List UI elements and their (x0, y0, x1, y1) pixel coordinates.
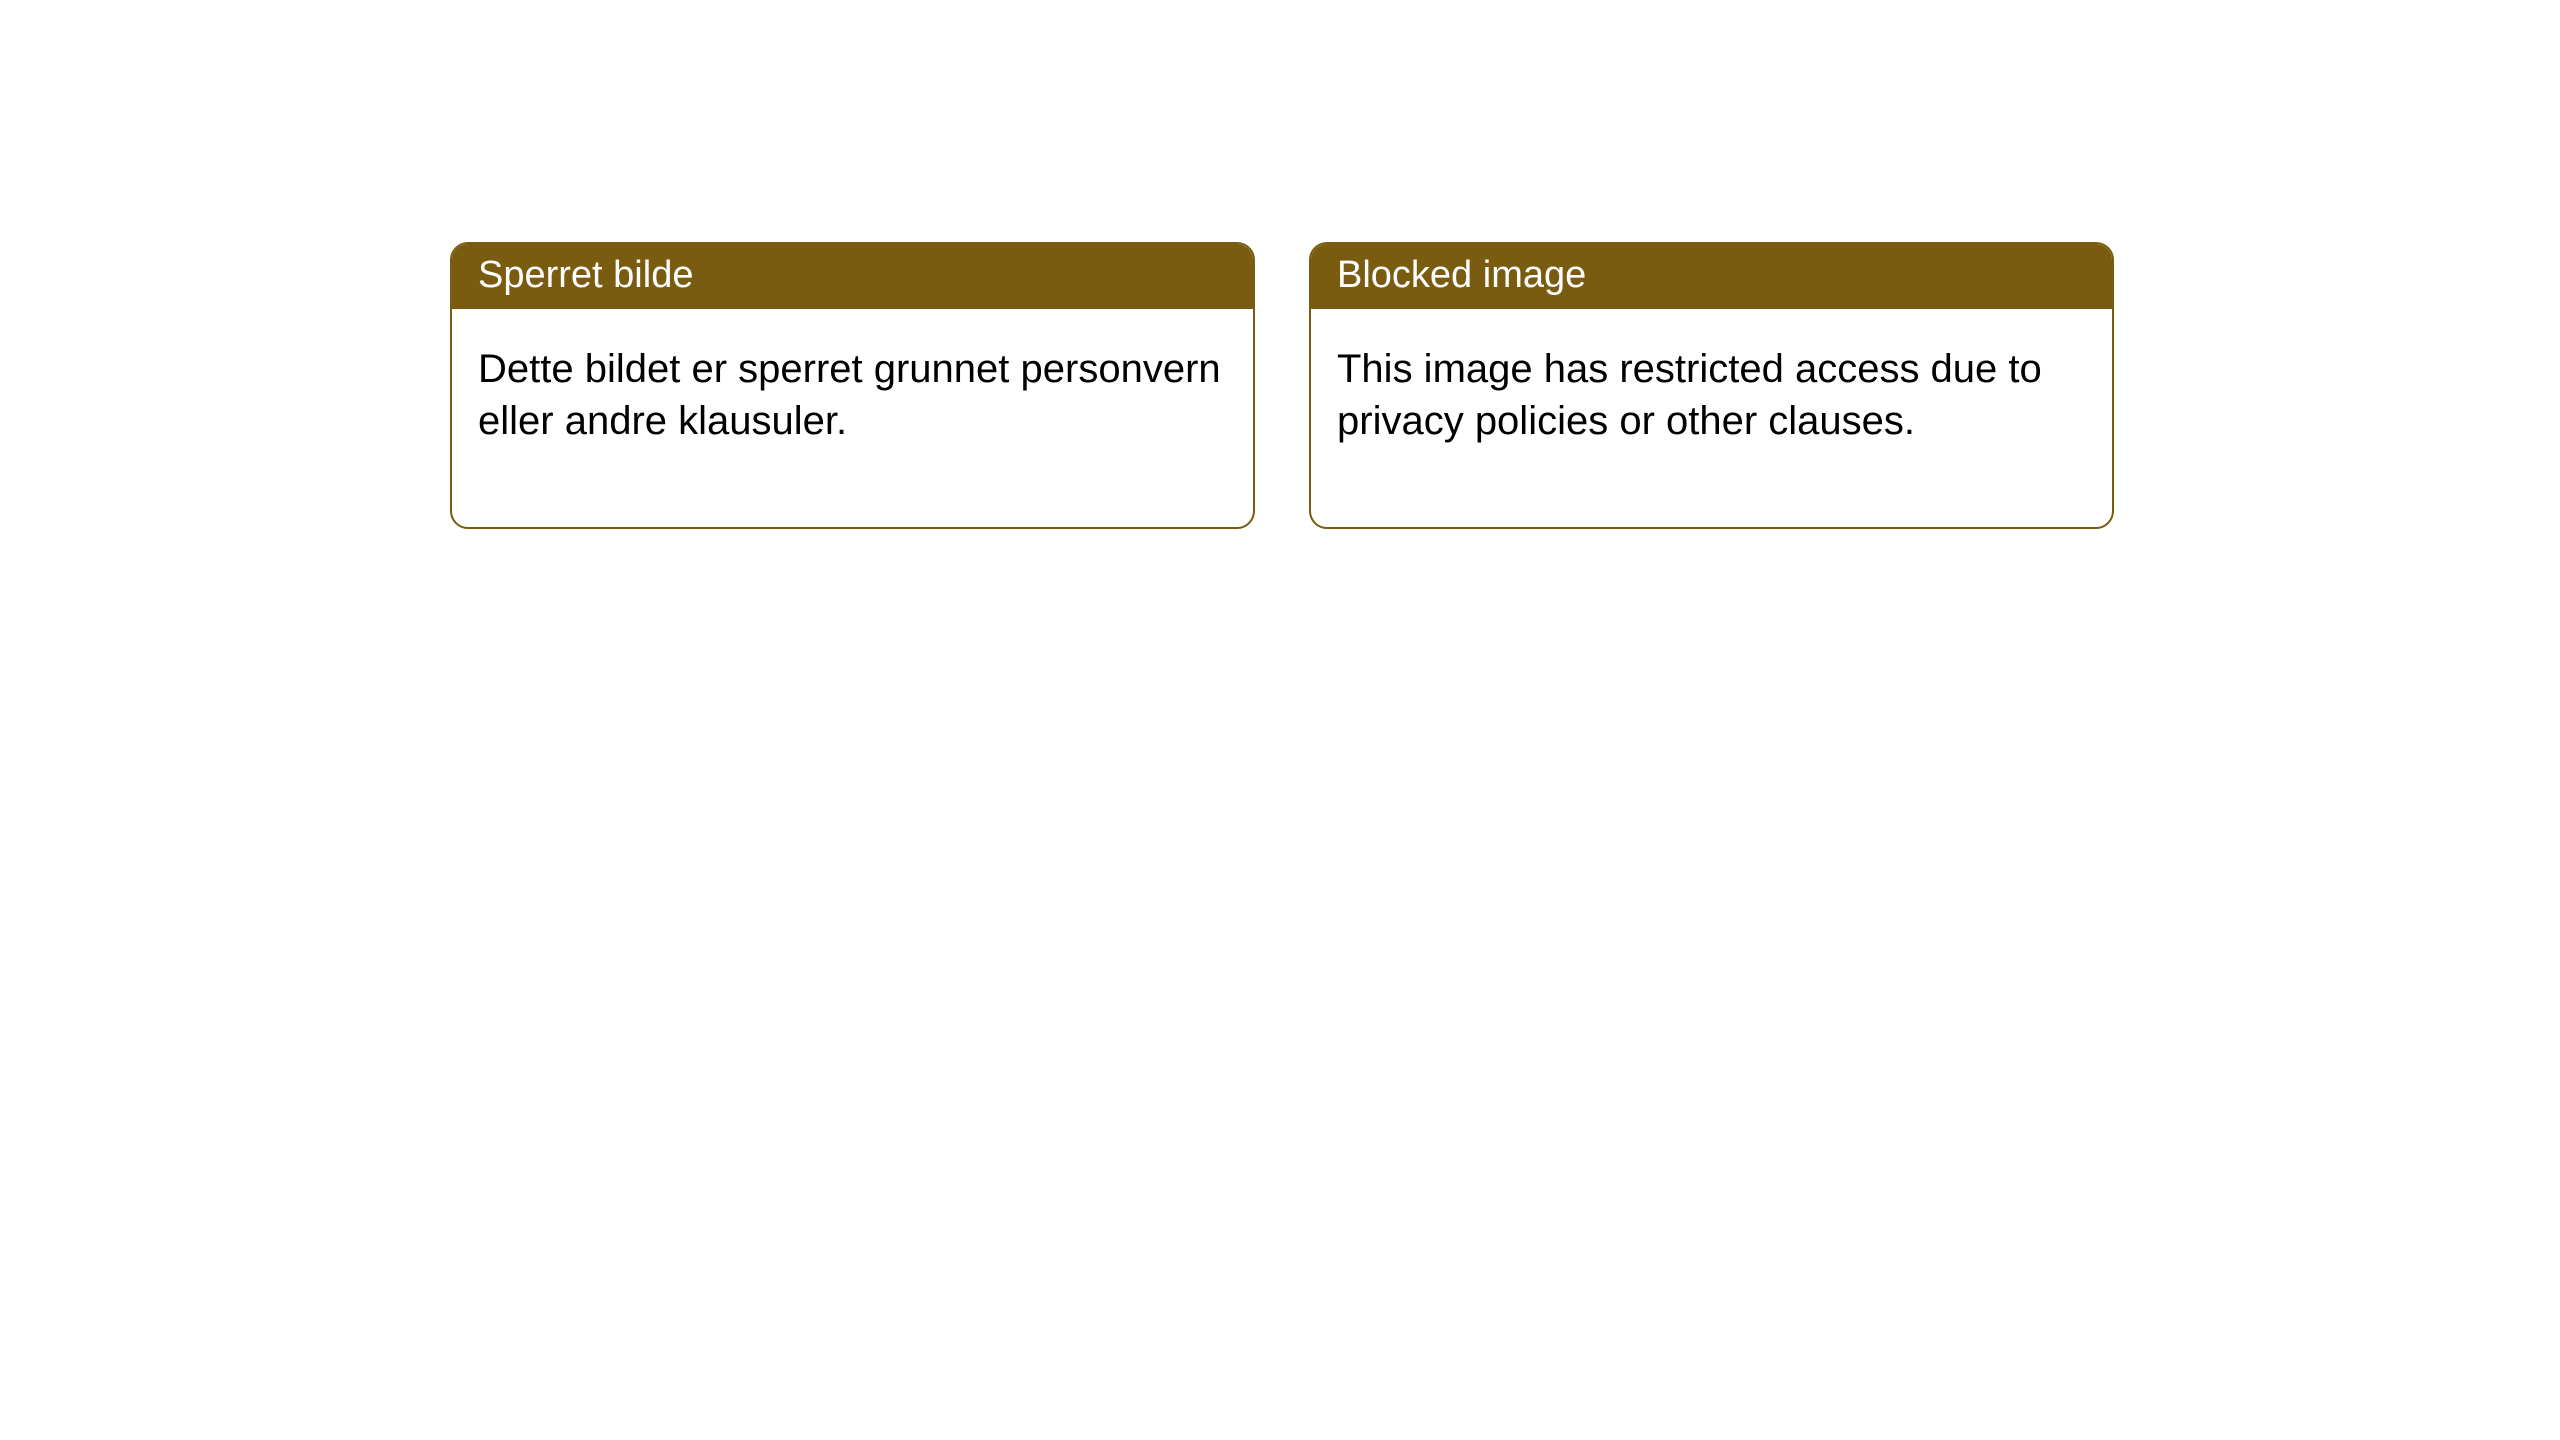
notice-card-english: Blocked image This image has restricted … (1309, 242, 2114, 529)
notice-container: Sperret bilde Dette bildet er sperret gr… (0, 0, 2560, 529)
notice-body: Dette bildet er sperret grunnet personve… (452, 309, 1253, 527)
notice-header: Sperret bilde (452, 244, 1253, 309)
notice-body: This image has restricted access due to … (1311, 309, 2112, 527)
notice-card-norwegian: Sperret bilde Dette bildet er sperret gr… (450, 242, 1255, 529)
notice-header: Blocked image (1311, 244, 2112, 309)
